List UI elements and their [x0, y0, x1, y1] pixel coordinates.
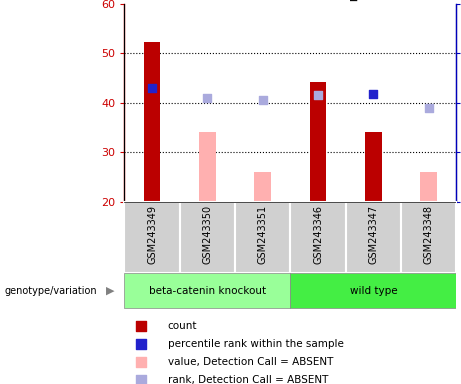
Text: GSM243348: GSM243348 [424, 205, 434, 264]
Text: percentile rank within the sample: percentile rank within the sample [168, 339, 343, 349]
Bar [365, 132, 382, 202]
Text: genotype/variation: genotype/variation [5, 286, 97, 296]
Text: GSM243351: GSM243351 [258, 205, 268, 264]
Text: ▶: ▶ [106, 286, 115, 296]
Point [137, 376, 145, 382]
Text: GSM243349: GSM243349 [147, 205, 157, 264]
Bar [144, 42, 160, 202]
Text: GSM243350: GSM243350 [202, 205, 213, 264]
Text: wild type: wild type [349, 286, 397, 296]
Text: GSM243346: GSM243346 [313, 205, 323, 264]
Text: beta-catenin knockout: beta-catenin knockout [149, 286, 266, 296]
Point [314, 92, 322, 98]
Bar [420, 172, 437, 202]
Point [137, 323, 145, 329]
Point [204, 95, 211, 101]
FancyBboxPatch shape [290, 202, 346, 273]
Bar [254, 172, 271, 202]
Text: GSM243347: GSM243347 [368, 205, 378, 264]
FancyBboxPatch shape [124, 202, 180, 273]
Text: rank, Detection Call = ABSENT: rank, Detection Call = ABSENT [168, 374, 328, 384]
Text: value, Detection Call = ABSENT: value, Detection Call = ABSENT [168, 356, 333, 367]
Bar [290, 273, 456, 308]
Text: count: count [168, 321, 197, 331]
Point [148, 85, 156, 91]
Title: GDS3322 / 1453382_at: GDS3322 / 1453382_at [210, 0, 371, 2]
Bar [310, 82, 326, 202]
Point [370, 91, 377, 97]
Point [425, 104, 432, 111]
FancyBboxPatch shape [401, 202, 456, 273]
FancyBboxPatch shape [180, 202, 235, 273]
Bar [124, 273, 290, 308]
Point [137, 359, 145, 365]
Point [259, 97, 266, 103]
FancyBboxPatch shape [235, 202, 290, 273]
Bar [199, 132, 216, 202]
FancyBboxPatch shape [346, 202, 401, 273]
Point [137, 341, 145, 347]
